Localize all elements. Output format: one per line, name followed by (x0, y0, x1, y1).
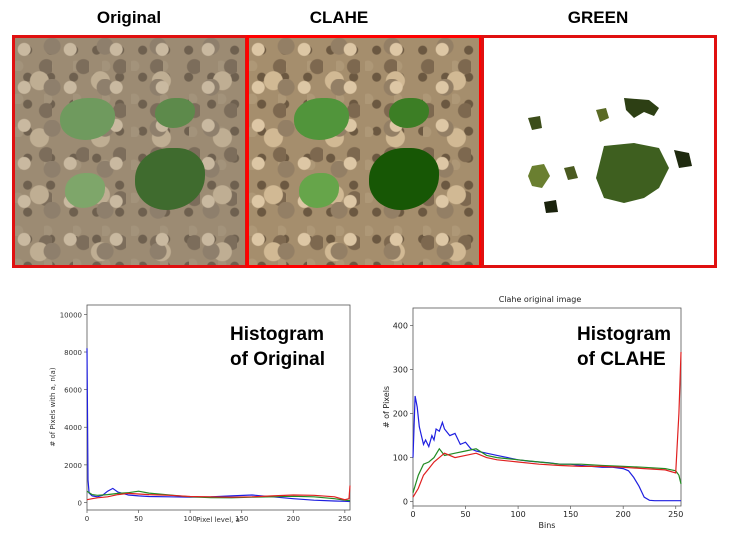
y-tick-label: 300 (393, 366, 408, 375)
y-tick-label: 6000 (64, 387, 82, 395)
y-tick-label: 2000 (64, 462, 82, 470)
clahe-title: CLAHE (309, 8, 369, 27)
x-axis-label: Bins (539, 521, 556, 530)
histogram-clahe-label: Histogram of CLAHE (577, 324, 671, 370)
green-blob (528, 164, 550, 188)
histogram-clahe-svg: Clahe original image 0 50 100 150 200 250 0 100… (382, 295, 683, 530)
green-blob (528, 116, 542, 130)
histogram-original-chart: 0 50 100 150 200 250 0 2000 4000 6000 8000 10000 Pi… (45, 300, 365, 530)
y-axis-label: # of Pixels with a, n(a) (49, 367, 57, 446)
clahe-image (246, 35, 482, 268)
x-tick-label: 200 (616, 510, 631, 519)
histogram-clahe-chart: Clahe original image 0 50 100 150 200 250 0 100… (380, 290, 725, 535)
x-tick-label: 100 (510, 510, 525, 519)
x-tick-label: 150 (563, 510, 578, 519)
blue-channel-line (86, 348, 351, 503)
x-tick-label: 250 (338, 515, 351, 523)
y-tick-label: 4000 (64, 424, 82, 432)
green-blob (564, 166, 578, 180)
blue-channel-line (412, 395, 681, 502)
y-tick-label: 100 (393, 454, 408, 463)
x-tick-label: 0 (85, 515, 89, 523)
plant-leaf (135, 148, 205, 210)
original-image (12, 35, 248, 268)
green-blobs (528, 98, 692, 213)
x-tick-label: 150 (235, 515, 248, 523)
plot-frame (412, 307, 682, 507)
plant-leaf (369, 148, 439, 210)
y-tick-label: 0 (78, 499, 82, 507)
green-channel-line (412, 447, 682, 493)
green-blob (674, 150, 692, 168)
histogram-original-label: Histogram of Original (230, 324, 325, 370)
x-tick-label: 250 (668, 510, 683, 519)
plant-leaf (299, 173, 339, 208)
green-blob (544, 200, 558, 213)
x-tick-label: 50 (134, 515, 143, 523)
red-channel-line (86, 485, 351, 501)
green-blob (596, 143, 669, 203)
original-title: Original (96, 8, 162, 27)
plant-leaf (60, 98, 115, 140)
histogram-original-svg: 0 50 100 150 200 250 0 2000 4000 6000 8000 10000 Pi… (49, 304, 352, 524)
y-tick-label: 10000 (60, 311, 82, 319)
x-axis-label: Pixel level, a (196, 516, 240, 524)
y-tick-label: 8000 (64, 349, 82, 357)
green-blob (624, 98, 659, 118)
y-tick-label: 200 (393, 410, 408, 419)
plant-leaf (294, 98, 349, 140)
y-axis-label: # of Pixels (382, 386, 391, 428)
green-segmented-image (481, 35, 717, 268)
green-title: GREEN (567, 8, 629, 27)
x-tick-label: 100 (183, 515, 196, 523)
x-tick-label: 0 (410, 510, 415, 519)
x-tick-label: 50 (460, 510, 470, 519)
y-tick-label: 0 (403, 498, 408, 507)
green-blob (596, 108, 609, 122)
plant-leaf (155, 98, 195, 128)
y-tick-label: 400 (393, 322, 408, 331)
chart-title: Clahe original image (499, 295, 582, 304)
x-tick-label: 200 (287, 515, 300, 523)
plant-leaf (65, 173, 105, 208)
plant-leaf (389, 98, 429, 128)
red-channel-line (412, 351, 682, 498)
